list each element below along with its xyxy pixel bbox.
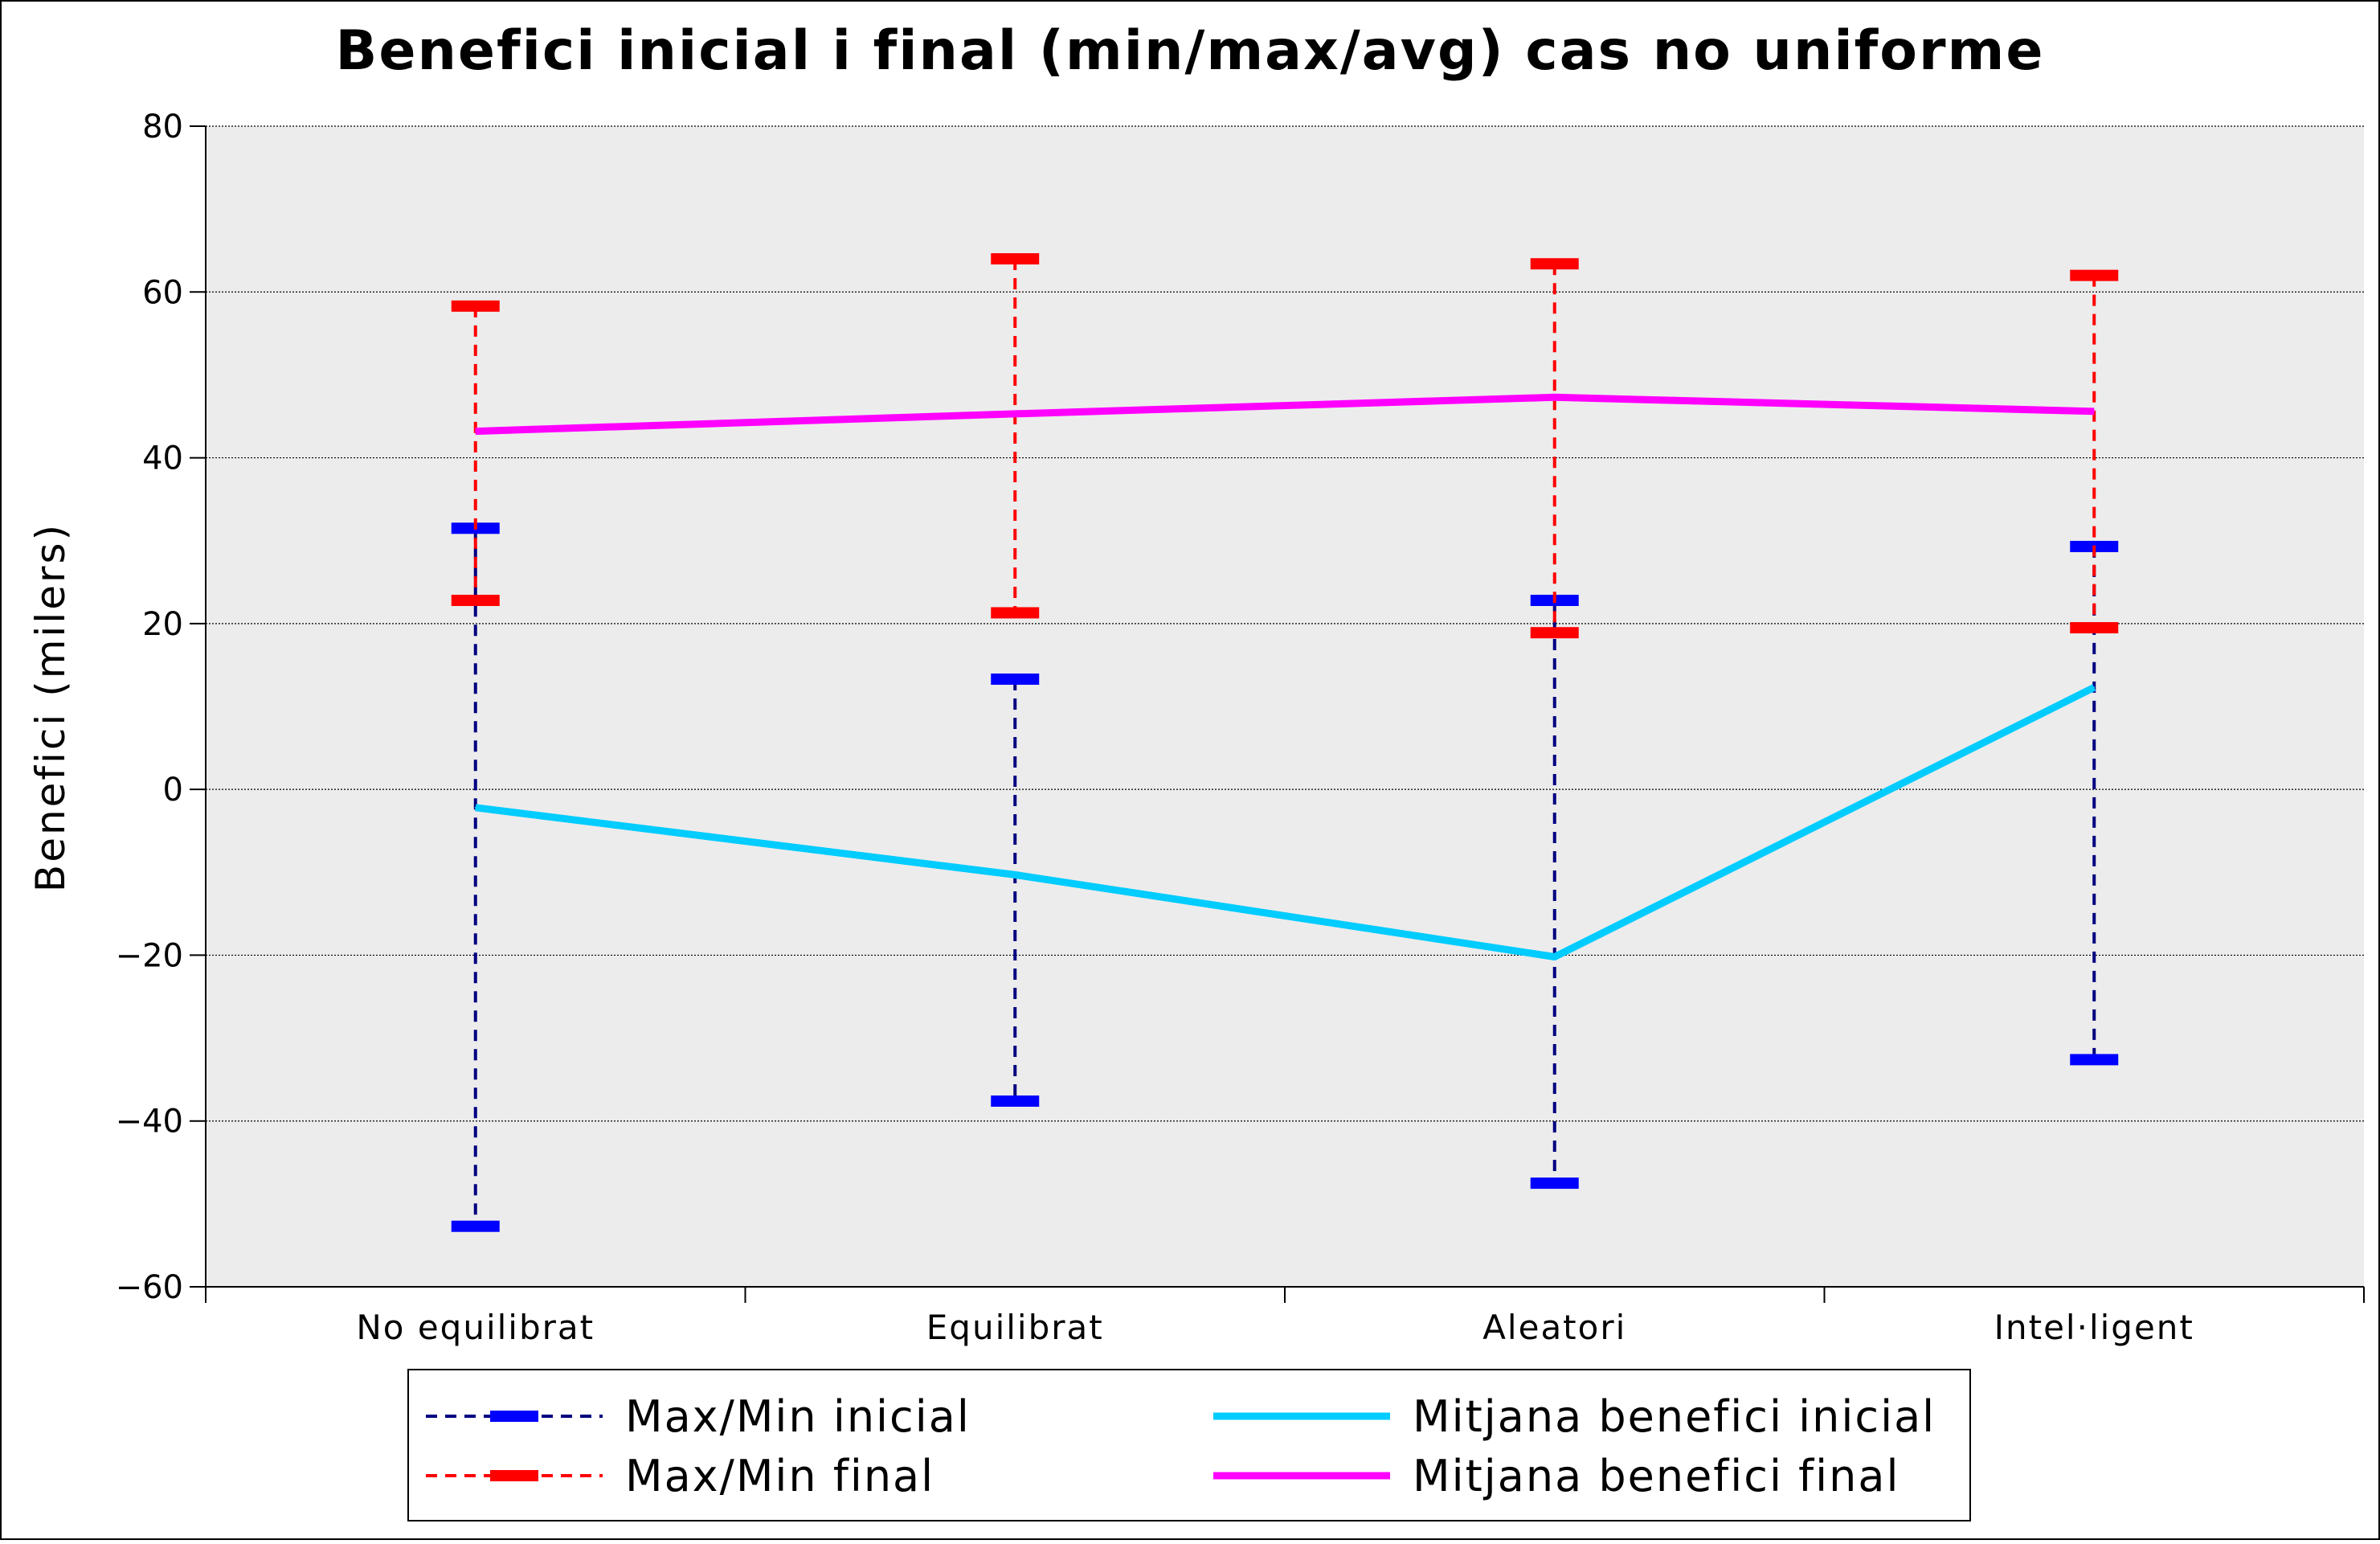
- legend-label-2: Mitjana benefici inicial: [1413, 1391, 1936, 1442]
- mean-lines: [474, 393, 2096, 960]
- y-tick-label-7: −60: [116, 1269, 183, 1306]
- mean-line-0: [475, 684, 2096, 960]
- mean-line-1: [475, 393, 2095, 436]
- legend-item-3: Mitjana benefici final: [1213, 1451, 1900, 1501]
- y-tick-label-1: 60: [142, 274, 183, 311]
- mean-point-0-3: [2093, 686, 2096, 689]
- mean-point-1-3: [2093, 410, 2096, 412]
- legend-label-1: Max/Min final: [625, 1451, 934, 1501]
- chart-title: Benefici inicial i final (min/max/avg) c…: [336, 19, 2045, 83]
- legend-box: [407, 1369, 1971, 1521]
- errorbar-min-cap-0-2: [1530, 1177, 1579, 1190]
- y-tick-label-3: 20: [142, 606, 183, 643]
- mean-point-0-1: [1014, 874, 1016, 876]
- x-tick-label-2: Aleatori: [1482, 1308, 1626, 1347]
- errorbar-max-cap-1-2: [1530, 258, 1579, 270]
- errorbar-max-cap-1-3: [2070, 269, 2119, 281]
- errorbar-max-cap-1-0: [451, 300, 500, 312]
- y-tick-label-0: 80: [142, 109, 183, 145]
- errorbar-max-cap-0-1: [991, 673, 1040, 685]
- y-tick-label-2: 40: [142, 440, 183, 477]
- x-tick-label-3: Intel·ligent: [1994, 1308, 2194, 1347]
- legend-item-0: Max/Min inicial: [426, 1391, 971, 1442]
- errorbar-min-cap-1-0: [451, 594, 500, 606]
- mean-point-1-2: [1553, 396, 1556, 399]
- legend: Max/Min inicial Max/Min final Mitjana bene…: [407, 1369, 1971, 1521]
- y-axis-label: Benefici (milers): [27, 522, 74, 892]
- legend-swatch-cap-1: [490, 1470, 538, 1481]
- errorbar-min-cap-0-1: [991, 1095, 1040, 1107]
- x-tick-label-0: No equilibrat: [356, 1308, 595, 1347]
- y-tick-label-6: −40: [116, 1104, 183, 1141]
- y-tick-label-5: −20: [116, 937, 183, 974]
- errorbar-min-cap-0-0: [451, 1220, 500, 1232]
- errorbar-min-cap-1-2: [1530, 627, 1579, 639]
- legend-item-1: Max/Min final: [426, 1451, 934, 1501]
- errorbar-series-0: [451, 522, 2119, 1232]
- legend-label-0: Max/Min inicial: [625, 1391, 971, 1442]
- x-tick-label-1: Equilibrat: [926, 1308, 1104, 1347]
- errorbar-series-1: [451, 253, 2119, 639]
- error-bars: [451, 253, 2119, 1232]
- errorbar-max-cap-1-1: [991, 253, 1040, 265]
- errorbar-min-cap-0-3: [2070, 1054, 2119, 1066]
- errorbar-min-cap-1-1: [991, 607, 1040, 619]
- x-axis: No equilibrat Equilibrat Aleatori Intel·lig…: [205, 1286, 2365, 1347]
- legend-swatch-cap-0: [490, 1411, 538, 1422]
- y-tick-label-4: 0: [163, 772, 183, 809]
- mean-point-1-0: [474, 430, 476, 432]
- mean-point-1-1: [1014, 412, 1016, 415]
- y-axis: 80 60 40 20 0 −20 −40 −60: [116, 109, 207, 1306]
- plot-area: [206, 126, 2364, 1287]
- legend-item-2: Mitjana benefici inicial: [1213, 1391, 1936, 1442]
- errorbar-min-cap-1-3: [2070, 622, 2119, 634]
- mean-point-0-2: [1553, 956, 1556, 958]
- mean-point-0-0: [474, 806, 476, 809]
- legend-label-3: Mitjana benefici final: [1413, 1451, 1900, 1501]
